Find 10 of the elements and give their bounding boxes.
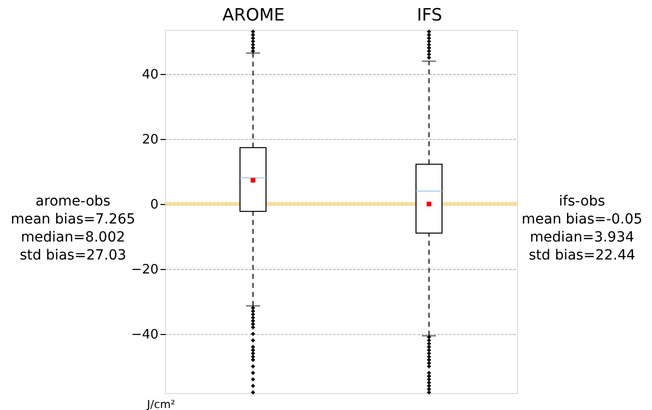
y-tick-label: 20: [142, 132, 158, 148]
y-tick-label: 0: [150, 197, 158, 212]
y-tick-label: −20: [131, 262, 158, 278]
x-tick-label: AROME: [222, 6, 285, 26]
text: arome-obs mean bias=7.265 median=8.002 std bias=27.03: [10, 194, 136, 264]
y-tick-label: 40: [142, 67, 158, 82]
y-tick-label: −40: [131, 327, 158, 342]
text: ifs-obs mean bias=-0.05 median=3.934 std bias=22.44: [522, 194, 642, 264]
text: J/cm²: [146, 398, 176, 410]
x-tick-label: IFS: [416, 6, 442, 26]
